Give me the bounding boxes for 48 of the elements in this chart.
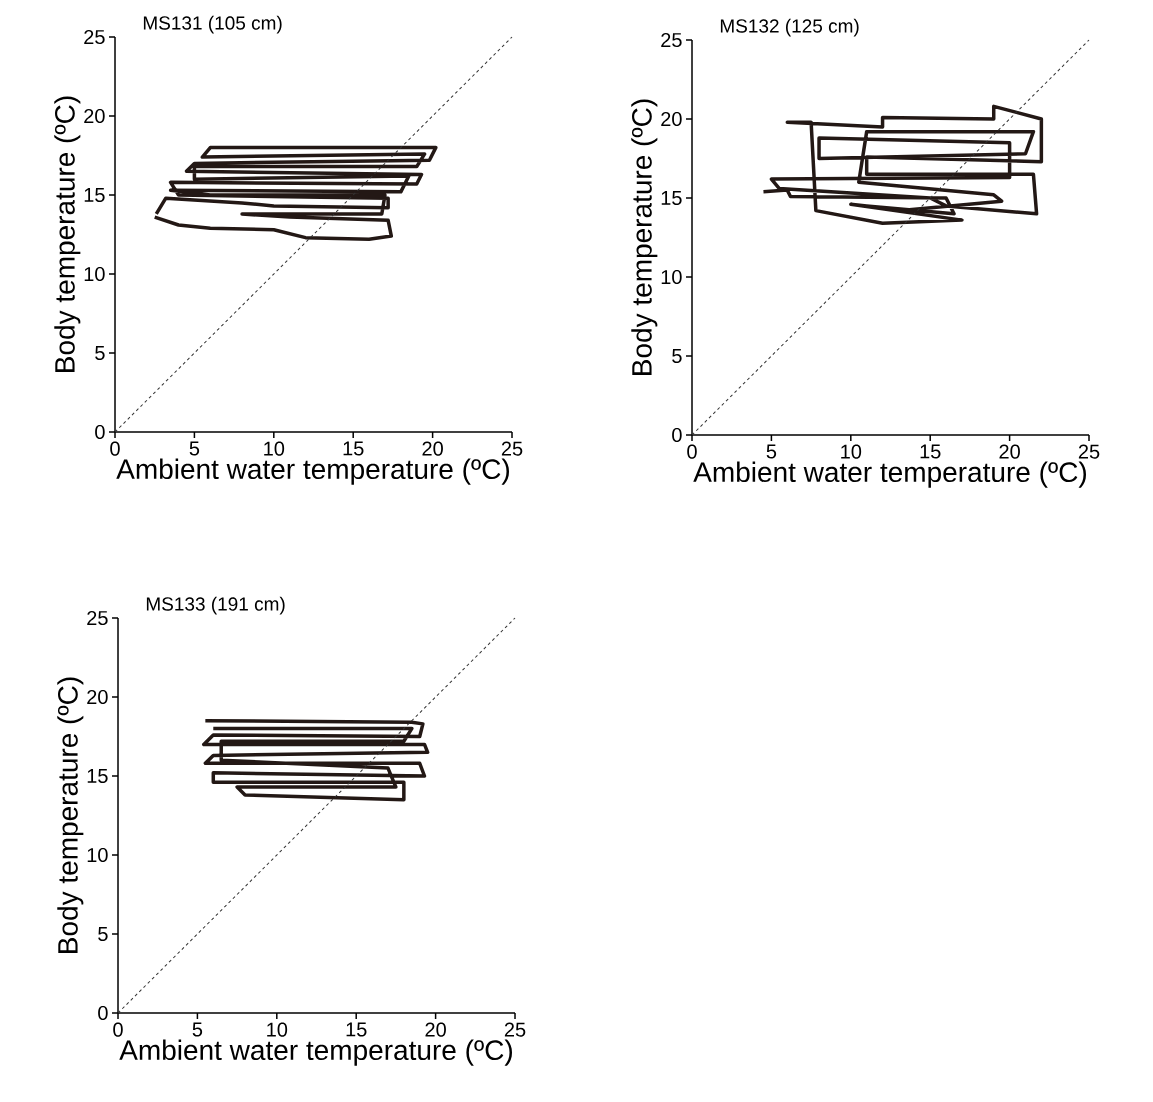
chart-title: MS133 (191 cm) xyxy=(146,596,285,615)
x-tick-label: 15 xyxy=(920,444,941,459)
y-tick-label: 25 xyxy=(87,610,108,626)
x-tick-label: 20 xyxy=(999,444,1020,459)
y-tick-label: 5 xyxy=(95,346,105,360)
x-tick-label: 5 xyxy=(189,441,200,456)
line-series xyxy=(202,718,430,802)
x-axis-title: Ambient water temperature (ºC) xyxy=(116,458,509,485)
x-axis-title: Ambient water temperature (ºC) xyxy=(693,461,1086,488)
x-axis-title: Ambient water temperature (ºC) xyxy=(119,1039,512,1066)
x-tick-label: 5 xyxy=(766,444,777,459)
y-tick-label: 25 xyxy=(84,29,105,45)
x-tick-label: 25 xyxy=(1078,444,1100,459)
line-series xyxy=(152,145,438,241)
line-series xyxy=(761,104,1044,226)
y-axis-title: Body temperature (ºC) xyxy=(54,96,81,372)
y-tick-label: 20 xyxy=(84,108,105,124)
y-tick-label: 25 xyxy=(661,32,682,48)
x-tick-label: 0 xyxy=(113,1022,123,1037)
y-tick-label: 15 xyxy=(661,191,682,205)
x-tick-label: 25 xyxy=(504,1022,526,1037)
y-tick-label: 0 xyxy=(672,427,682,443)
x-tick-label: 25 xyxy=(501,441,523,456)
x-tick-label: 15 xyxy=(346,1022,367,1037)
x-tick-label: 20 xyxy=(422,441,443,456)
y-tick-label: 0 xyxy=(98,1005,108,1021)
x-tick-label: 10 xyxy=(841,444,862,459)
x-tick-label: 0 xyxy=(110,441,120,456)
x-tick-label: 15 xyxy=(343,441,364,456)
y-tick-label: 10 xyxy=(84,266,105,282)
y-tick-label: 10 xyxy=(87,847,108,863)
y-axis-title: Body temperature (ºC) xyxy=(631,99,658,375)
x-tick-label: 10 xyxy=(264,441,285,456)
y-tick-label: 15 xyxy=(84,188,105,202)
y-tick-label: 15 xyxy=(87,769,108,783)
chart-title: MS131 (105 cm) xyxy=(143,15,282,34)
y-tick-label: 20 xyxy=(87,689,108,705)
x-tick-label: 0 xyxy=(687,444,697,459)
chart-title: MS132 (125 cm) xyxy=(720,18,859,37)
x-tick-label: 5 xyxy=(192,1022,203,1037)
y-axis-title: Body temperature (ºC) xyxy=(57,677,84,953)
y-tick-label: 0 xyxy=(95,424,105,440)
y-tick-label: 5 xyxy=(672,349,682,363)
x-tick-label: 20 xyxy=(425,1022,446,1037)
y-tick-label: 20 xyxy=(661,111,682,127)
y-tick-label: 10 xyxy=(661,269,682,285)
y-tick-label: 5 xyxy=(98,927,108,941)
x-tick-label: 10 xyxy=(267,1022,288,1037)
